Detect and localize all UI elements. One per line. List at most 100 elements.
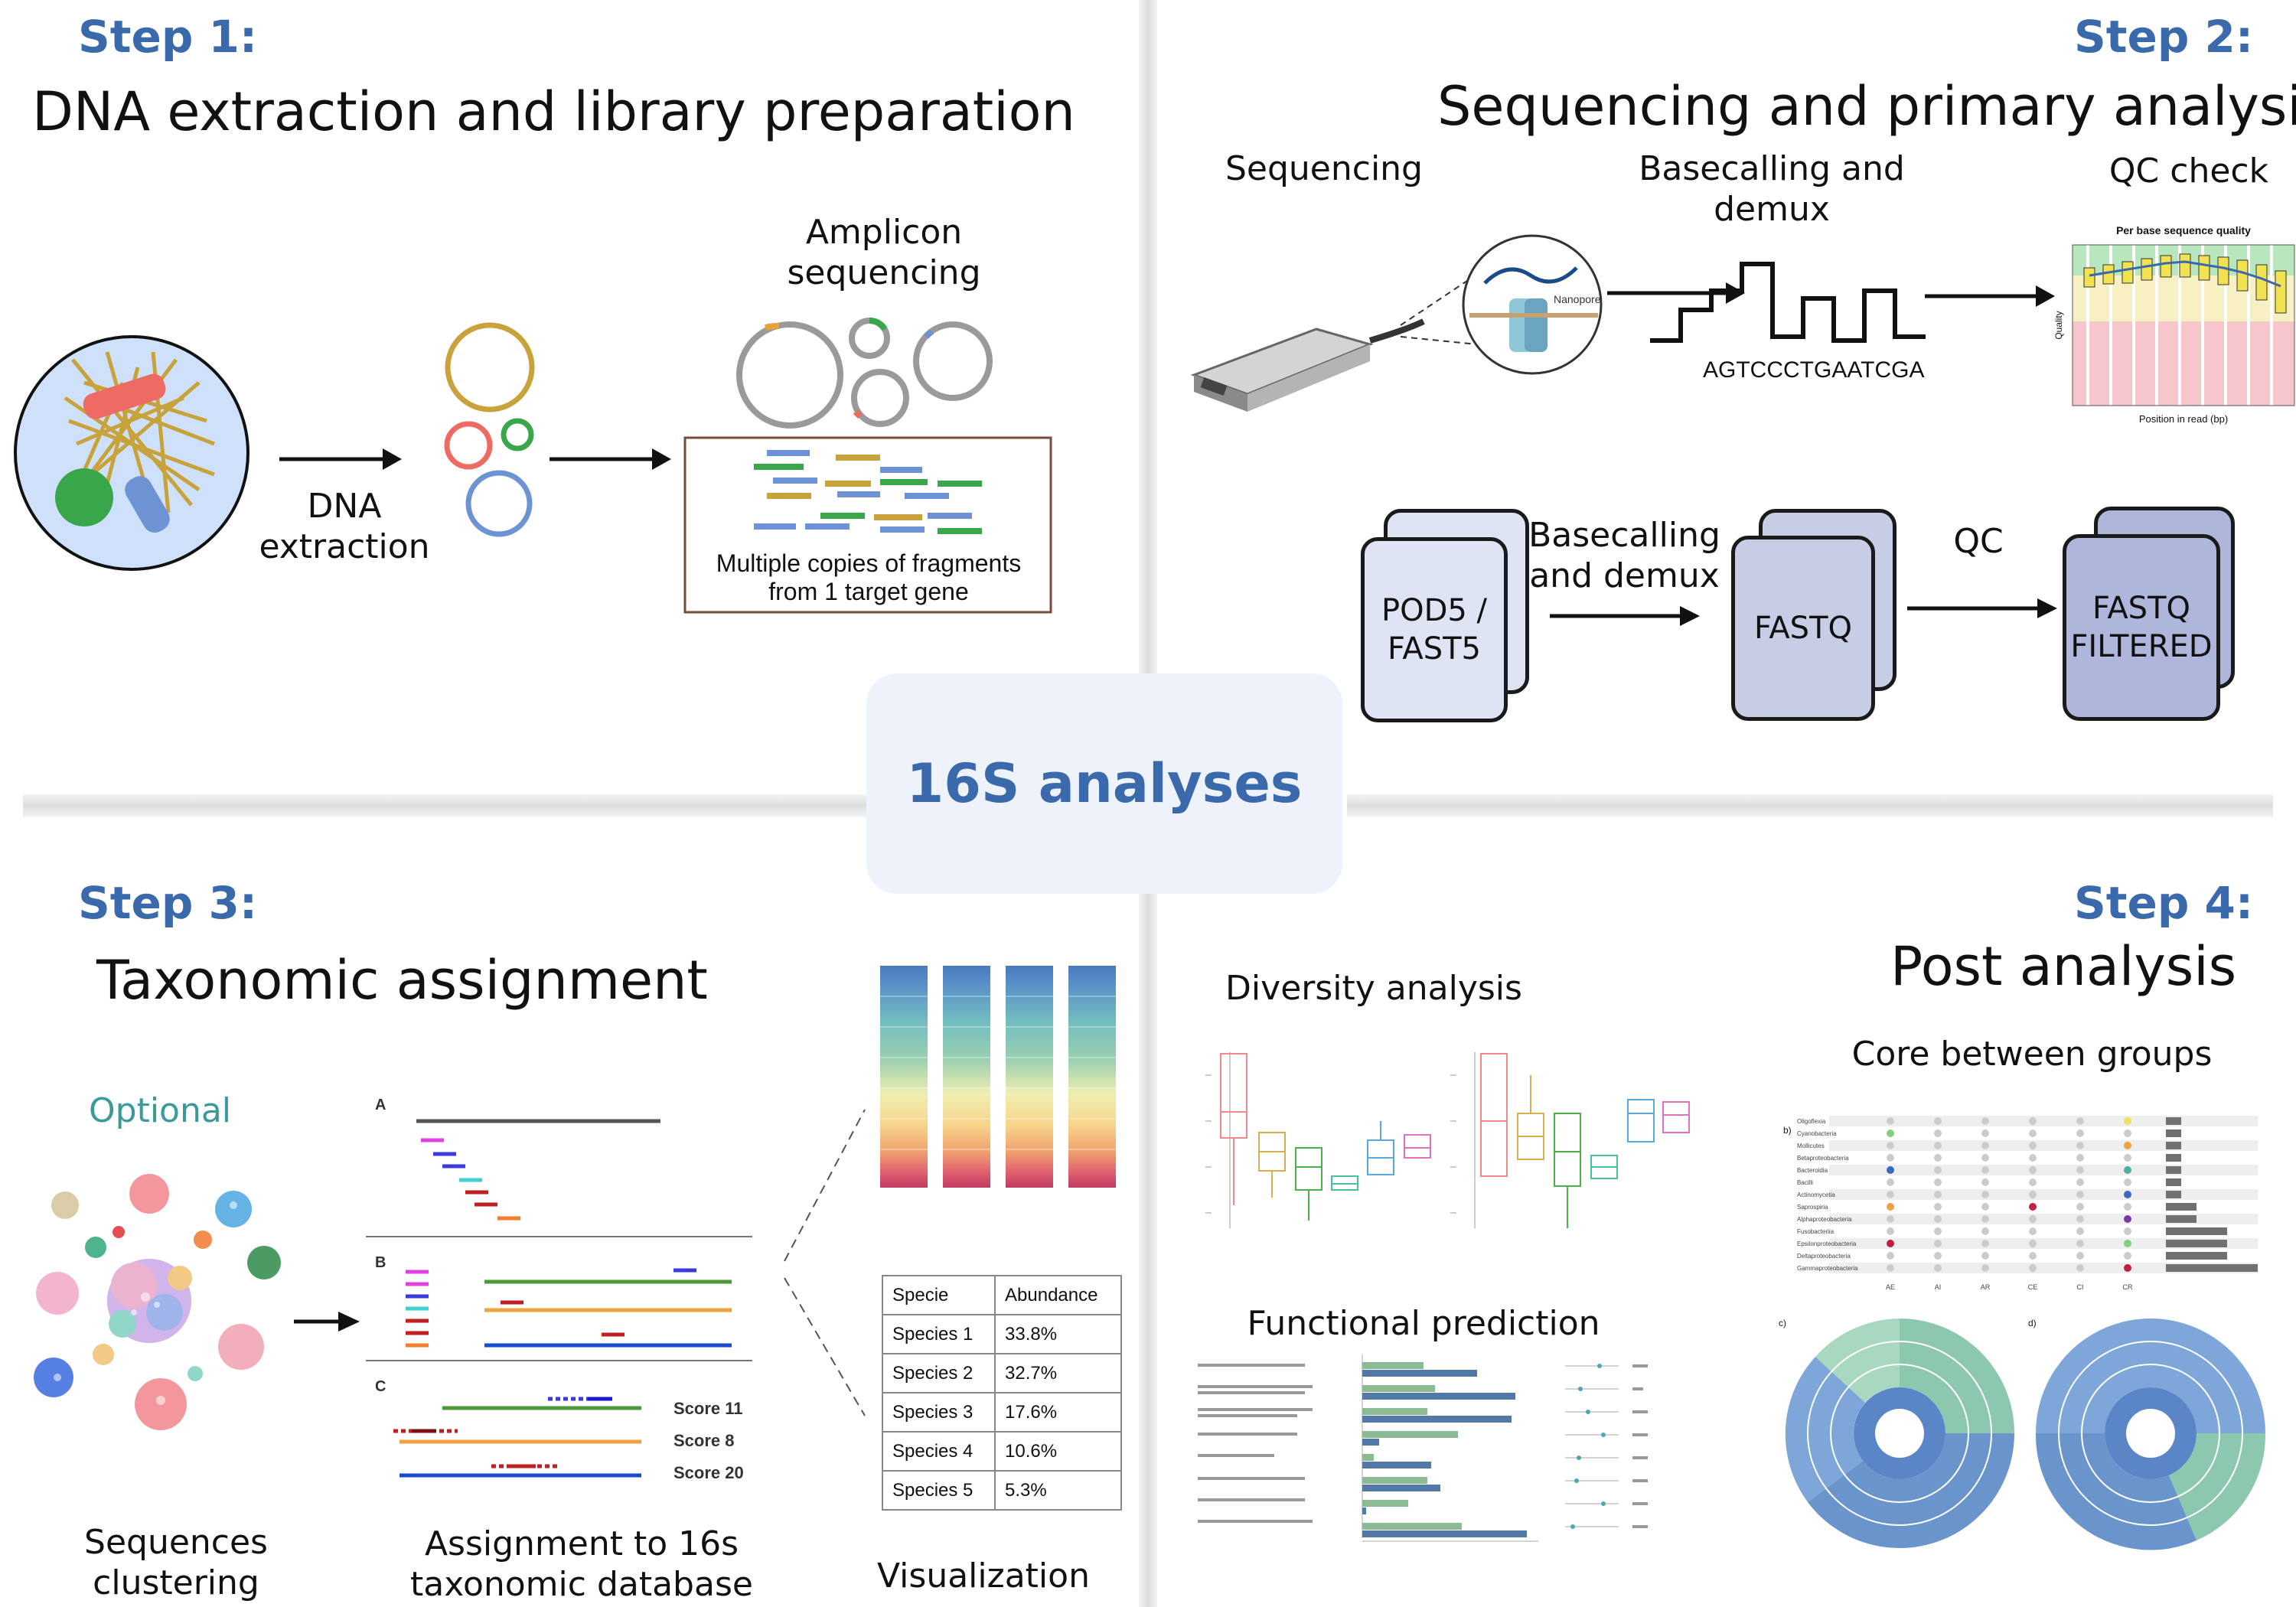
- core-dot: [2076, 1154, 2084, 1162]
- core-taxon-label: Deltaproteobacteria: [1797, 1253, 1851, 1260]
- core-taxon-label: Epsilonproteobacteria: [1797, 1240, 1857, 1247]
- core-dot: [2124, 1178, 2131, 1186]
- abundance-value: 33.8%: [994, 1314, 1122, 1354]
- pod5-label: POD5 / FAST5: [1381, 593, 1488, 667]
- core-dot: [1887, 1203, 1894, 1211]
- center-label-box: 16S analyses: [866, 673, 1342, 894]
- core-dot: [1981, 1240, 1989, 1247]
- species-name: Species 2: [881, 1353, 996, 1393]
- center-label: 16S analyses: [906, 752, 1303, 815]
- arrow-fastq-filtered: [1907, 598, 2057, 618]
- score-2: Score 8: [673, 1431, 735, 1450]
- step4-title: Post analysis: [1890, 935, 2237, 998]
- step1-diagram: [14, 318, 1052, 614]
- core-dot: [2076, 1203, 2084, 1211]
- core-dot: [2029, 1252, 2037, 1260]
- functional-bars: [1362, 1362, 1527, 1537]
- core-dot: [1887, 1264, 1894, 1272]
- core-bar: [2166, 1117, 2181, 1125]
- species-name: Species 4: [881, 1431, 996, 1472]
- core-group-label: CR: [2123, 1283, 2133, 1291]
- core-bar: [2166, 1252, 2227, 1260]
- core-dot: [2076, 1129, 2084, 1137]
- table-row: Species 4 10.6%: [881, 1431, 1122, 1472]
- core-dot: [1934, 1215, 1942, 1223]
- core-dot: [2124, 1227, 2131, 1235]
- score-1: Score 11: [673, 1399, 743, 1418]
- core-taxon-label: Oligoflexia: [1797, 1118, 1826, 1125]
- core-bar: [2166, 1240, 2227, 1247]
- stacked-bar-chart: [880, 966, 1116, 1188]
- core-group-label: AI: [1935, 1283, 1942, 1291]
- step2-sequencing-diagram: Nanopore AGTCCCTGAATCGA Per base sequenc…: [1190, 224, 2295, 425]
- sunburst-charts: c) d): [1779, 1318, 2266, 1550]
- horizontal-divider-right: [1347, 794, 2273, 817]
- visualization-label: Visualization: [877, 1556, 1090, 1596]
- core-bar: [2166, 1129, 2181, 1137]
- core-dot: [1887, 1227, 1894, 1235]
- pod5-card: POD5 / FAST5: [1361, 537, 1508, 722]
- sun-panel-c: c): [1779, 1318, 1786, 1328]
- arrow-pod5-fastq: [1550, 606, 1700, 626]
- abundance-value: 32.7%: [994, 1353, 1122, 1393]
- nanopore-device-icon: [1190, 318, 1425, 412]
- core-dot: [2124, 1117, 2131, 1125]
- table-row: Species 1 33.8%: [881, 1314, 1122, 1354]
- step2-title: Sequencing and primary analysis: [1437, 75, 2296, 138]
- core-dot: [1887, 1178, 1894, 1186]
- core-group-label: AR: [1981, 1283, 1991, 1291]
- core-dot: [1981, 1252, 1989, 1260]
- core-dot: [2124, 1203, 2131, 1211]
- core-dot: [2124, 1264, 2131, 1272]
- species-name: Species 5: [881, 1470, 996, 1511]
- core-group-label: AE: [1886, 1283, 1895, 1291]
- core-dot: [1981, 1166, 1989, 1174]
- diversity-boxplots: [1205, 1052, 1690, 1228]
- step3-label: Step 3:: [78, 877, 258, 929]
- core-dot: [2076, 1264, 2084, 1272]
- core-dot: [2124, 1252, 2131, 1260]
- core-dot: [2029, 1142, 2037, 1149]
- core-taxon-label: Cyanobacteria: [1797, 1130, 1837, 1137]
- assignment-label: Assignment to 16s taxonomic database: [410, 1524, 753, 1604]
- table-row: Species 3 17.6%: [881, 1392, 1122, 1433]
- core-dot: [1981, 1117, 1989, 1125]
- core-dot: [1887, 1166, 1894, 1174]
- core-taxon-label: Gammaproteobacteria: [1797, 1265, 1858, 1272]
- core-dot: [2076, 1142, 2084, 1149]
- abundance-value: 5.3%: [994, 1470, 1122, 1511]
- sequencing-label: Sequencing: [1225, 149, 1423, 188]
- core-dot: [2029, 1117, 2037, 1125]
- core-dot: [2124, 1191, 2131, 1198]
- core-dot: [1981, 1142, 1989, 1149]
- core-dot: [2029, 1154, 2037, 1162]
- core-taxon-label: Alphaproteobacteria: [1797, 1216, 1852, 1223]
- clustering-plot: [34, 1174, 281, 1430]
- core-dot: [2076, 1178, 2084, 1186]
- abundance-value: 17.6%: [994, 1392, 1122, 1433]
- table-header-row: Specie Abundance: [881, 1275, 1122, 1315]
- core-dot: [1934, 1117, 1942, 1125]
- amplicon-label: Amplicon sequencing: [787, 213, 981, 292]
- core-dot: [1981, 1178, 1989, 1186]
- core-panel-b: b): [1783, 1125, 1792, 1136]
- panel-a: A: [375, 1097, 386, 1113]
- core-dot: [2029, 1178, 2037, 1186]
- core-dot: [1887, 1117, 1894, 1125]
- table-header: Abundance: [994, 1275, 1122, 1315]
- score-3: Score 20: [673, 1463, 744, 1482]
- core-bar: [2166, 1203, 2197, 1211]
- core-dot: [1981, 1129, 1989, 1137]
- core-dot: [1934, 1191, 1942, 1198]
- fragment-bars: [754, 450, 982, 534]
- core-dot: [2029, 1166, 2037, 1174]
- step2-label: Step 2:: [2074, 11, 2254, 63]
- core-dot: [1887, 1154, 1894, 1162]
- table-row: Species 2 32.7%: [881, 1353, 1122, 1393]
- core-bar: [2166, 1154, 2181, 1162]
- core-dot: [1934, 1203, 1942, 1211]
- step1-title: DNA extraction and library preparation: [32, 80, 1075, 143]
- core-dot: [2029, 1191, 2037, 1198]
- fastq-label: FASTQ: [1753, 611, 1852, 646]
- qc-plot-ylabel: Quality: [2053, 311, 2064, 339]
